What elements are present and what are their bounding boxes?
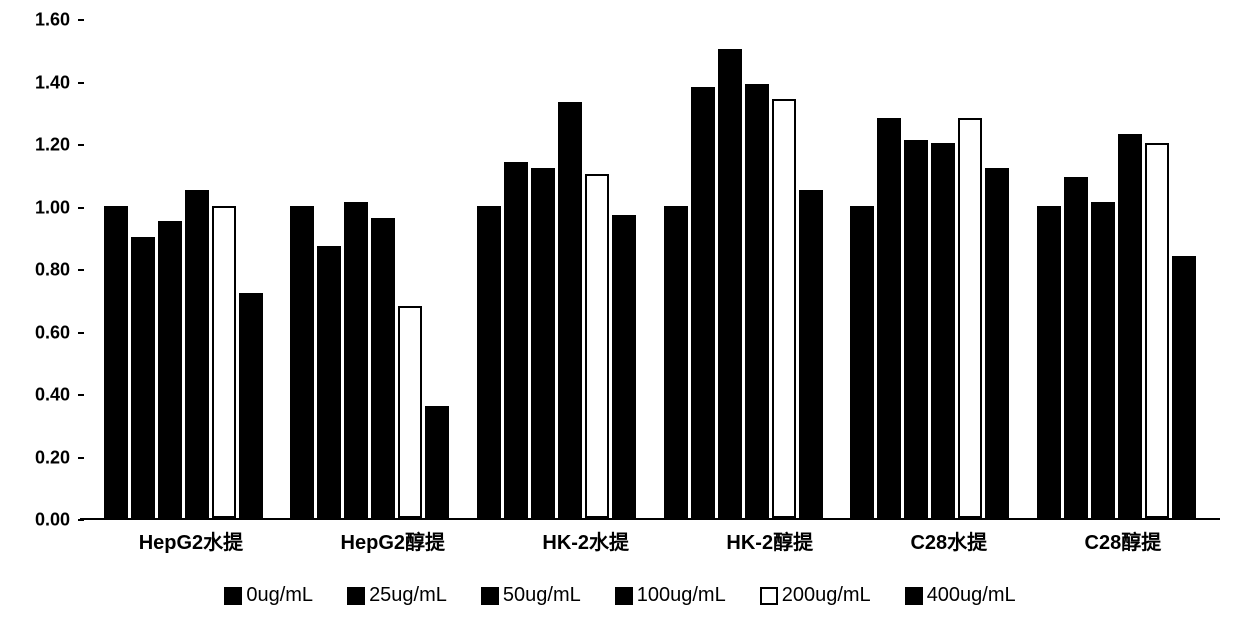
bar-group xyxy=(290,202,449,518)
bar-group xyxy=(664,49,823,518)
bar xyxy=(131,237,155,518)
bar xyxy=(185,190,209,518)
y-tick-label: 1.20 xyxy=(20,135,70,156)
bar xyxy=(904,140,928,518)
legend-item: 200ug/mL xyxy=(760,584,871,607)
bar xyxy=(425,406,449,519)
chart-container: 0.000.200.400.600.801.001.201.401.60 Hep… xyxy=(20,20,1220,580)
legend-item: 25ug/mL xyxy=(347,584,447,607)
legend: 0ug/mL 25ug/mL 50ug/mL 100ug/mL 200ug/mL 400u… xyxy=(20,584,1220,607)
bar xyxy=(1118,134,1142,518)
bar xyxy=(931,143,955,518)
bar xyxy=(158,221,182,518)
bar xyxy=(718,49,742,518)
legend-swatch xyxy=(760,587,778,605)
legend-swatch xyxy=(615,587,633,605)
bar-group xyxy=(850,118,1009,518)
x-axis-label: HepG2水提 xyxy=(139,526,243,555)
bar xyxy=(1091,202,1115,518)
bar xyxy=(850,206,874,519)
plot-area xyxy=(80,20,1220,520)
bar xyxy=(239,293,263,518)
bar xyxy=(290,206,314,519)
bar xyxy=(1064,177,1088,518)
bar xyxy=(585,174,609,518)
legend-item: 100ug/mL xyxy=(615,584,726,607)
bar xyxy=(612,215,636,518)
legend-swatch xyxy=(224,587,242,605)
bar xyxy=(958,118,982,518)
bar xyxy=(398,306,422,519)
legend-label: 50ug/mL xyxy=(503,584,581,607)
x-axis-labels: HepG2水提 HepG2醇提 HK-2水提 HK-2醇提 C28水提 C28醇提 xyxy=(80,518,1220,580)
bar xyxy=(344,202,368,518)
legend-item: 50ug/mL xyxy=(481,584,581,607)
bar xyxy=(985,168,1009,518)
y-tick-label: 0.20 xyxy=(20,447,70,468)
legend-item: 0ug/mL xyxy=(224,584,313,607)
y-tick-label: 0.60 xyxy=(20,322,70,343)
x-axis-label: C28水提 xyxy=(910,526,987,555)
legend-swatch xyxy=(481,587,499,605)
legend-label: 100ug/mL xyxy=(637,584,726,607)
y-tick-label: 0.40 xyxy=(20,385,70,406)
y-tick-label: 1.40 xyxy=(20,72,70,93)
legend-item: 400ug/mL xyxy=(905,584,1016,607)
bar xyxy=(104,206,128,519)
y-tick-label: 0.00 xyxy=(20,510,70,531)
bar xyxy=(1145,143,1169,518)
bar xyxy=(691,87,715,518)
legend-label: 200ug/mL xyxy=(782,584,871,607)
bar xyxy=(1172,256,1196,519)
bar xyxy=(317,246,341,518)
bar xyxy=(877,118,901,518)
x-axis-label: C28醇提 xyxy=(1085,526,1162,555)
bar xyxy=(1037,206,1061,519)
bar xyxy=(745,84,769,518)
bar xyxy=(664,206,688,519)
x-axis-label: HepG2醇提 xyxy=(341,526,445,555)
bar-groups xyxy=(80,20,1220,518)
legend-label: 0ug/mL xyxy=(246,584,313,607)
bar xyxy=(477,206,501,519)
bar-group xyxy=(477,102,636,518)
bar xyxy=(531,168,555,518)
bar xyxy=(558,102,582,518)
bar xyxy=(504,162,528,518)
bar xyxy=(212,206,236,519)
legend-label: 25ug/mL xyxy=(369,584,447,607)
bar xyxy=(371,218,395,518)
legend-swatch xyxy=(347,587,365,605)
y-tick-label: 1.00 xyxy=(20,197,70,218)
bar xyxy=(772,99,796,518)
legend-swatch xyxy=(905,587,923,605)
legend-label: 400ug/mL xyxy=(927,584,1016,607)
bar-group xyxy=(1037,134,1196,518)
y-tick-label: 1.60 xyxy=(20,10,70,31)
y-tick-label: 0.80 xyxy=(20,260,70,281)
x-axis-label: HK-2醇提 xyxy=(726,526,813,555)
bar xyxy=(799,190,823,518)
bar-group xyxy=(104,190,263,518)
x-axis-label: HK-2水提 xyxy=(542,526,629,555)
